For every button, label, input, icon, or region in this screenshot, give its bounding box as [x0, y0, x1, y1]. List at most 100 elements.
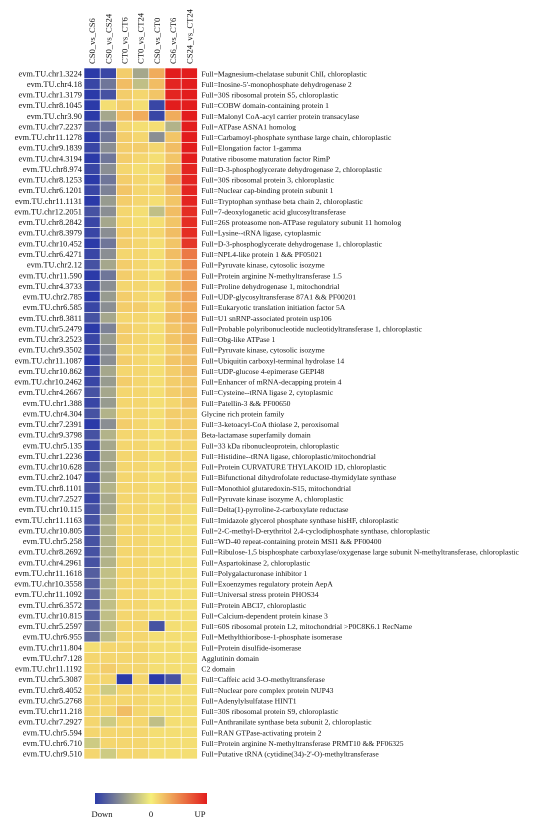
- heatmap-cell: [99, 131, 117, 143]
- row-label: evm.TU.chr11.804: [19, 643, 83, 652]
- row-label: evm.TU.chr10.115: [19, 505, 82, 514]
- heatmap-cell: [180, 237, 198, 250]
- heatmap-cell: [116, 237, 133, 250]
- heatmap-cell: [132, 577, 150, 590]
- heatmap-cell: [148, 577, 166, 590]
- heatmap-cell: [116, 88, 133, 101]
- row-description: Full=Proline dehydrogenase 1, mitochondr…: [201, 282, 339, 291]
- heatmap-cell: [83, 716, 101, 728]
- heatmap-cell: [164, 450, 182, 462]
- heatmap-cell: [116, 120, 133, 133]
- row-description: Full=Ubiquitin carboxyl-terminal hydrola…: [201, 356, 344, 365]
- row-label: evm.TU.chr11.1163: [15, 516, 82, 525]
- row-label: evm.TU.chr6.4271: [19, 250, 83, 259]
- heatmap-cell: [116, 386, 133, 398]
- heatmap-cell: [83, 259, 101, 271]
- heatmap-cell: [132, 67, 150, 79]
- row-label: evm.TU.chr1.3179: [19, 91, 83, 100]
- heatmap-cell: [180, 152, 198, 164]
- heatmap-cell: [180, 684, 198, 696]
- heatmap-cell: [116, 620, 133, 632]
- heatmap-cell: [164, 599, 182, 611]
- heatmap-cell: [132, 110, 150, 122]
- heatmap-cell: [148, 631, 166, 643]
- row-description: Full=Delta(1)-pyrroline-2-carboxylate re…: [201, 505, 349, 514]
- row-label: evm.TU.chr6.1201: [19, 186, 83, 195]
- row-description: Full=Nuclear pore complex protein NUP43: [201, 686, 333, 695]
- row-description: Full=Ribulose-1,5 bisphosphate carboxyla…: [201, 548, 519, 557]
- heatmap-cell: [180, 726, 198, 738]
- heatmap-cell: [148, 205, 166, 218]
- heatmap-cell: [164, 110, 182, 122]
- heatmap-cell: [132, 652, 150, 664]
- row-description: Full=Inosine-5'-monophosphate dehydrogen…: [201, 80, 352, 89]
- heatmap-cell: [148, 280, 166, 292]
- heatmap-cell: [83, 705, 101, 717]
- heatmap-cell: [132, 88, 150, 101]
- row-label: evm.TU.chr10.862: [19, 367, 83, 376]
- heatmap-cell: [83, 450, 101, 462]
- heatmap-cell: [180, 354, 198, 366]
- heatmap-cell: [116, 248, 133, 260]
- heatmap-cell: [180, 450, 198, 462]
- heatmap-cell: [132, 365, 150, 377]
- row-description: Full=Nuclear cap-binding protein subunit…: [201, 186, 333, 195]
- heatmap-cell: [116, 588, 133, 600]
- heatmap-cell: [180, 524, 198, 537]
- row-label: evm.TU.chr4.18: [27, 80, 82, 89]
- heatmap-cell: [99, 535, 117, 547]
- description-labels: Full=Magnesium-chelatase subunit ChlI, c…: [201, 69, 519, 758]
- heatmap-cell: [83, 205, 101, 218]
- heatmap-cell: [164, 88, 182, 101]
- heatmap-cell: [99, 163, 117, 175]
- heatmap-cell: [148, 227, 166, 239]
- heatmap-cell: [83, 333, 101, 345]
- color-legend: Down 0 UP: [91, 793, 207, 819]
- heatmap-cell: [132, 205, 150, 218]
- heatmap-cell: [148, 365, 166, 377]
- heatmap-cell: [116, 556, 133, 568]
- heatmap-cell: [132, 694, 150, 707]
- heatmap-cell: [164, 237, 182, 250]
- row-label: evm.TU.chr1.3224: [19, 69, 83, 78]
- row-description: Full=WD-40 repeat-containing protein MSI…: [201, 537, 381, 546]
- heatmap-cell: [180, 748, 198, 760]
- heatmap-cell: [83, 216, 101, 228]
- heatmap-cell: [99, 599, 117, 611]
- row-label: evm.TU.chr10.3558: [14, 580, 82, 589]
- row-label: evm.TU.chr6.3572: [19, 601, 83, 610]
- row-label: evm.TU.chr7.128: [23, 654, 82, 663]
- heatmap-cell: [132, 482, 150, 494]
- heatmap-cell: [148, 78, 166, 90]
- heatmap-cell: [132, 237, 150, 250]
- heatmap-cell: [83, 631, 101, 643]
- heatmap-cell: [148, 535, 166, 547]
- heatmap-cell: [148, 354, 166, 366]
- row-description: Full=D-3-phosphoglycerate dehydrogenase …: [201, 239, 382, 248]
- heatmap-cell: [132, 503, 150, 515]
- heatmap-cell: [132, 471, 150, 483]
- heatmap-cell: [164, 227, 182, 239]
- heatmap-cell: [99, 365, 117, 377]
- heatmap-cell: [132, 227, 150, 239]
- heatmap-cell: [83, 290, 101, 303]
- row-label: evm.TU.chr4.3733: [19, 282, 83, 291]
- heatmap-cell: [164, 429, 182, 441]
- heatmap-cell: [148, 312, 166, 324]
- heatmap-cell: [132, 716, 150, 728]
- row-label: evm.TU.chr8.2692: [19, 548, 83, 557]
- heatmap-cell: [116, 333, 133, 345]
- heatmap-cell: [164, 131, 182, 143]
- row-description: Full=Magnesium-chelatase subunit ChlI, c…: [201, 69, 367, 78]
- row-label: evm.TU.chr9.3502: [19, 346, 83, 355]
- heatmap-cell: [164, 386, 182, 398]
- heatmap-cell: [132, 78, 150, 90]
- heatmap-cell: [180, 99, 198, 111]
- row-label: evm.TU.chr11.1278: [15, 133, 82, 142]
- heatmap-cell: [116, 567, 133, 579]
- heatmap-cell: [83, 588, 101, 600]
- heatmap-cell: [180, 705, 198, 717]
- row-label: evm.TU.chr3.90: [27, 112, 82, 121]
- row-description: Full=Histidine--tRNA ligase, chloroplast…: [201, 452, 376, 461]
- row-description: Full=Eukaryotic translation initiation f…: [201, 303, 345, 312]
